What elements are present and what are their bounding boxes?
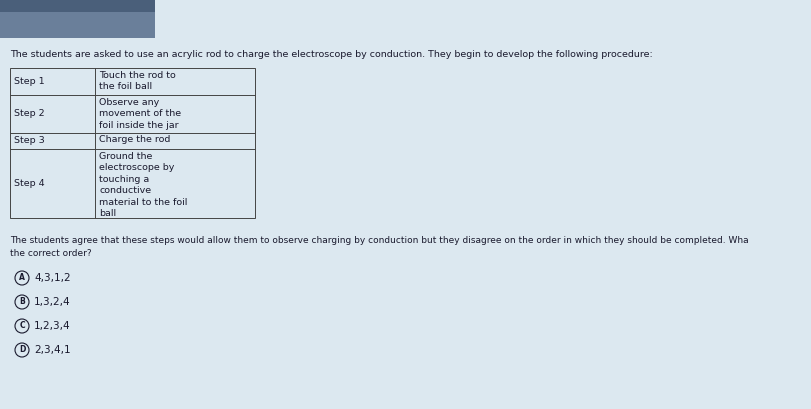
Bar	[0, 0, 155, 38]
Text: 2,3,4,1: 2,3,4,1	[34, 345, 71, 355]
Text: 1,3,2,4: 1,3,2,4	[34, 297, 71, 307]
Text: C: C	[19, 321, 25, 330]
Text: Step 2: Step 2	[14, 109, 45, 118]
Bar	[0, 0, 155, 12]
Text: Ground the
electroscope by
touching a
conductive
material to the foil
ball: Ground the electroscope by touching a co…	[99, 152, 187, 218]
Text: The students are asked to use an acrylic rod to charge the electroscope by condu: The students are asked to use an acrylic…	[10, 50, 653, 59]
Text: 1,2,3,4: 1,2,3,4	[34, 321, 71, 331]
Text: Step 4: Step 4	[14, 179, 45, 188]
Text: Step 1: Step 1	[14, 77, 45, 86]
Text: Charge the rod: Charge the rod	[99, 135, 170, 144]
Text: D: D	[19, 346, 25, 355]
Text: B: B	[19, 297, 25, 306]
Text: A: A	[19, 274, 25, 283]
Text: Touch the rod to
the foil ball: Touch the rod to the foil ball	[99, 71, 176, 92]
Text: The students agree that these steps would allow them to observe charging by cond: The students agree that these steps woul…	[10, 236, 749, 258]
Text: Step 3: Step 3	[14, 136, 45, 145]
Text: 4,3,1,2: 4,3,1,2	[34, 273, 71, 283]
Bar	[10, 68, 255, 218]
Text: Observe any
movement of the
foil inside the jar: Observe any movement of the foil inside …	[99, 98, 181, 130]
